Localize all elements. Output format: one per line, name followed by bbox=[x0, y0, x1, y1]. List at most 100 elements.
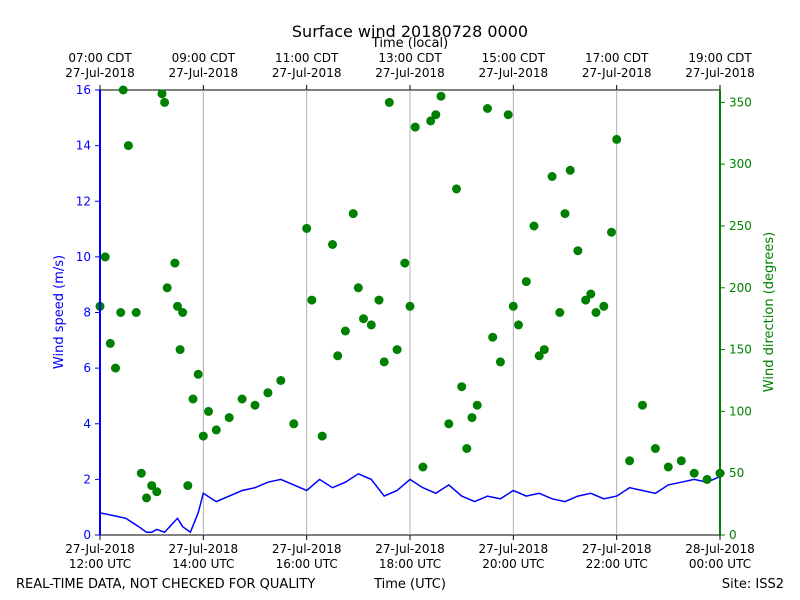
quality-disclaimer: REAL-TIME DATA, NOT CHECKED FOR QUALITY bbox=[16, 577, 315, 592]
wind-direction-point bbox=[302, 223, 312, 233]
top-tick-time: 13:00 CDT bbox=[378, 51, 442, 65]
top-tick-time: 19:00 CDT bbox=[688, 51, 752, 65]
wind-direction-point bbox=[263, 388, 273, 398]
wind-direction-point bbox=[162, 283, 172, 293]
wind-direction-point bbox=[384, 97, 394, 107]
right-axis-label: Wind direction (degrees) bbox=[762, 232, 777, 392]
wind-direction-point bbox=[418, 462, 428, 472]
wind-direction-point bbox=[457, 382, 467, 392]
wind-direction-point bbox=[612, 134, 622, 144]
wind-direction-point bbox=[573, 246, 583, 256]
wind-direction-point bbox=[136, 468, 146, 478]
wind-direction-point bbox=[539, 345, 549, 355]
wind-direction-point bbox=[204, 406, 213, 416]
wind-direction-point bbox=[467, 413, 477, 423]
bottom-tick-time: 16:00 UTC bbox=[276, 557, 338, 571]
wind-direction-point bbox=[118, 85, 128, 95]
wind-direction-point bbox=[193, 369, 203, 379]
left-tick-label: 0 bbox=[83, 528, 91, 542]
wind-direction-point bbox=[591, 308, 601, 317]
top-tick-date: 27-Jul-2018 bbox=[582, 66, 652, 80]
wind-direction-point bbox=[565, 165, 575, 175]
right-tick-label: 300 bbox=[729, 157, 752, 171]
top-tick-date: 27-Jul-2018 bbox=[65, 66, 135, 80]
bottom-tick-time: 22:00 UTC bbox=[586, 557, 648, 571]
wind-direction-point bbox=[400, 258, 410, 268]
wind-direction-point bbox=[142, 493, 151, 503]
wind-direction-point bbox=[625, 456, 635, 466]
wind-direction-point bbox=[178, 308, 188, 317]
wind-direction-point bbox=[276, 376, 286, 385]
left-tick-label: 8 bbox=[83, 306, 91, 320]
wind-direction-point bbox=[581, 295, 591, 305]
left-tick-label: 16 bbox=[76, 83, 91, 97]
wind-direction-point bbox=[131, 308, 141, 317]
chart-title: Surface wind 20180728 0000 bbox=[292, 22, 528, 41]
wind-direction-point bbox=[366, 320, 376, 330]
wind-direction-point bbox=[508, 301, 518, 311]
wind-direction-point bbox=[198, 431, 208, 441]
wind-direction-point bbox=[638, 400, 647, 410]
right-tick-label: 350 bbox=[729, 95, 752, 109]
bottom-tick-time: 20:00 UTC bbox=[482, 557, 544, 571]
wind-direction-point bbox=[555, 308, 565, 317]
left-axis-ticks: 0 2 4 6 8 10 12 14 16 bbox=[76, 83, 100, 542]
wind-direction-point bbox=[328, 240, 337, 249]
wind-direction-point bbox=[317, 431, 327, 441]
wind-direction-point bbox=[689, 468, 699, 478]
wind-direction-point bbox=[650, 444, 660, 453]
bottom-tick-time: 12:00 UTC bbox=[69, 557, 131, 571]
wind-direction-point bbox=[452, 184, 461, 194]
wind-direction-point bbox=[599, 301, 609, 311]
wind-direction-point bbox=[170, 258, 180, 268]
bottom-tick-date: 27-Jul-2018 bbox=[169, 542, 239, 556]
wind-direction-series bbox=[95, 85, 725, 503]
wind-direction-point bbox=[173, 301, 182, 311]
wind-direction-point bbox=[379, 357, 389, 367]
wind-direction-point bbox=[183, 481, 193, 491]
bottom-tick-time: 18:00 UTC bbox=[379, 557, 441, 571]
left-tick-label: 6 bbox=[83, 361, 91, 375]
wind-direction-point bbox=[436, 91, 446, 101]
wind-speed-series bbox=[99, 472, 721, 534]
wind-direction-point bbox=[547, 172, 557, 181]
wind-direction-point bbox=[405, 301, 415, 311]
left-axis-label: Wind speed (m/s) bbox=[52, 255, 67, 369]
wind-direction-point bbox=[560, 209, 570, 219]
wind-direction-point bbox=[152, 487, 162, 497]
left-tick-label: 4 bbox=[83, 417, 91, 431]
wind-direction-point bbox=[410, 122, 420, 132]
wind-direction-point bbox=[426, 116, 436, 126]
top-tick-date: 27-Jul-2018 bbox=[479, 66, 549, 80]
top-tick-time: 11:00 CDT bbox=[275, 51, 339, 65]
wind-direction-point bbox=[392, 345, 402, 355]
wind-direction-point bbox=[147, 481, 157, 491]
wind-direction-point bbox=[586, 289, 596, 299]
wind-direction-point bbox=[534, 351, 544, 361]
top-tick-date: 27-Jul-2018 bbox=[272, 66, 342, 80]
top-tick-time: 17:00 CDT bbox=[585, 51, 649, 65]
right-tick-label: 250 bbox=[729, 219, 752, 233]
right-tick-label: 150 bbox=[729, 343, 752, 357]
wind-direction-point bbox=[289, 419, 299, 429]
top-tick-date: 27-Jul-2018 bbox=[169, 66, 239, 80]
bottom-tick-time: 14:00 UTC bbox=[172, 557, 234, 571]
wind-direction-point bbox=[521, 277, 531, 287]
site-label: Site: ISS2 bbox=[722, 577, 784, 592]
wind-direction-point bbox=[157, 89, 167, 99]
wind-direction-point bbox=[111, 363, 120, 373]
wind-direction-point bbox=[503, 110, 513, 120]
right-tick-label: 200 bbox=[729, 281, 752, 295]
wind-direction-point bbox=[444, 419, 454, 429]
bottom-tick-date: 27-Jul-2018 bbox=[582, 542, 652, 556]
wind-direction-point bbox=[431, 110, 441, 120]
left-tick-label: 2 bbox=[83, 472, 91, 486]
top-tick-date: 27-Jul-2018 bbox=[685, 66, 755, 80]
right-tick-label: 100 bbox=[729, 404, 752, 418]
wind-direction-point bbox=[495, 357, 505, 367]
left-tick-label: 10 bbox=[76, 250, 91, 264]
wind-direction-point bbox=[529, 221, 539, 231]
